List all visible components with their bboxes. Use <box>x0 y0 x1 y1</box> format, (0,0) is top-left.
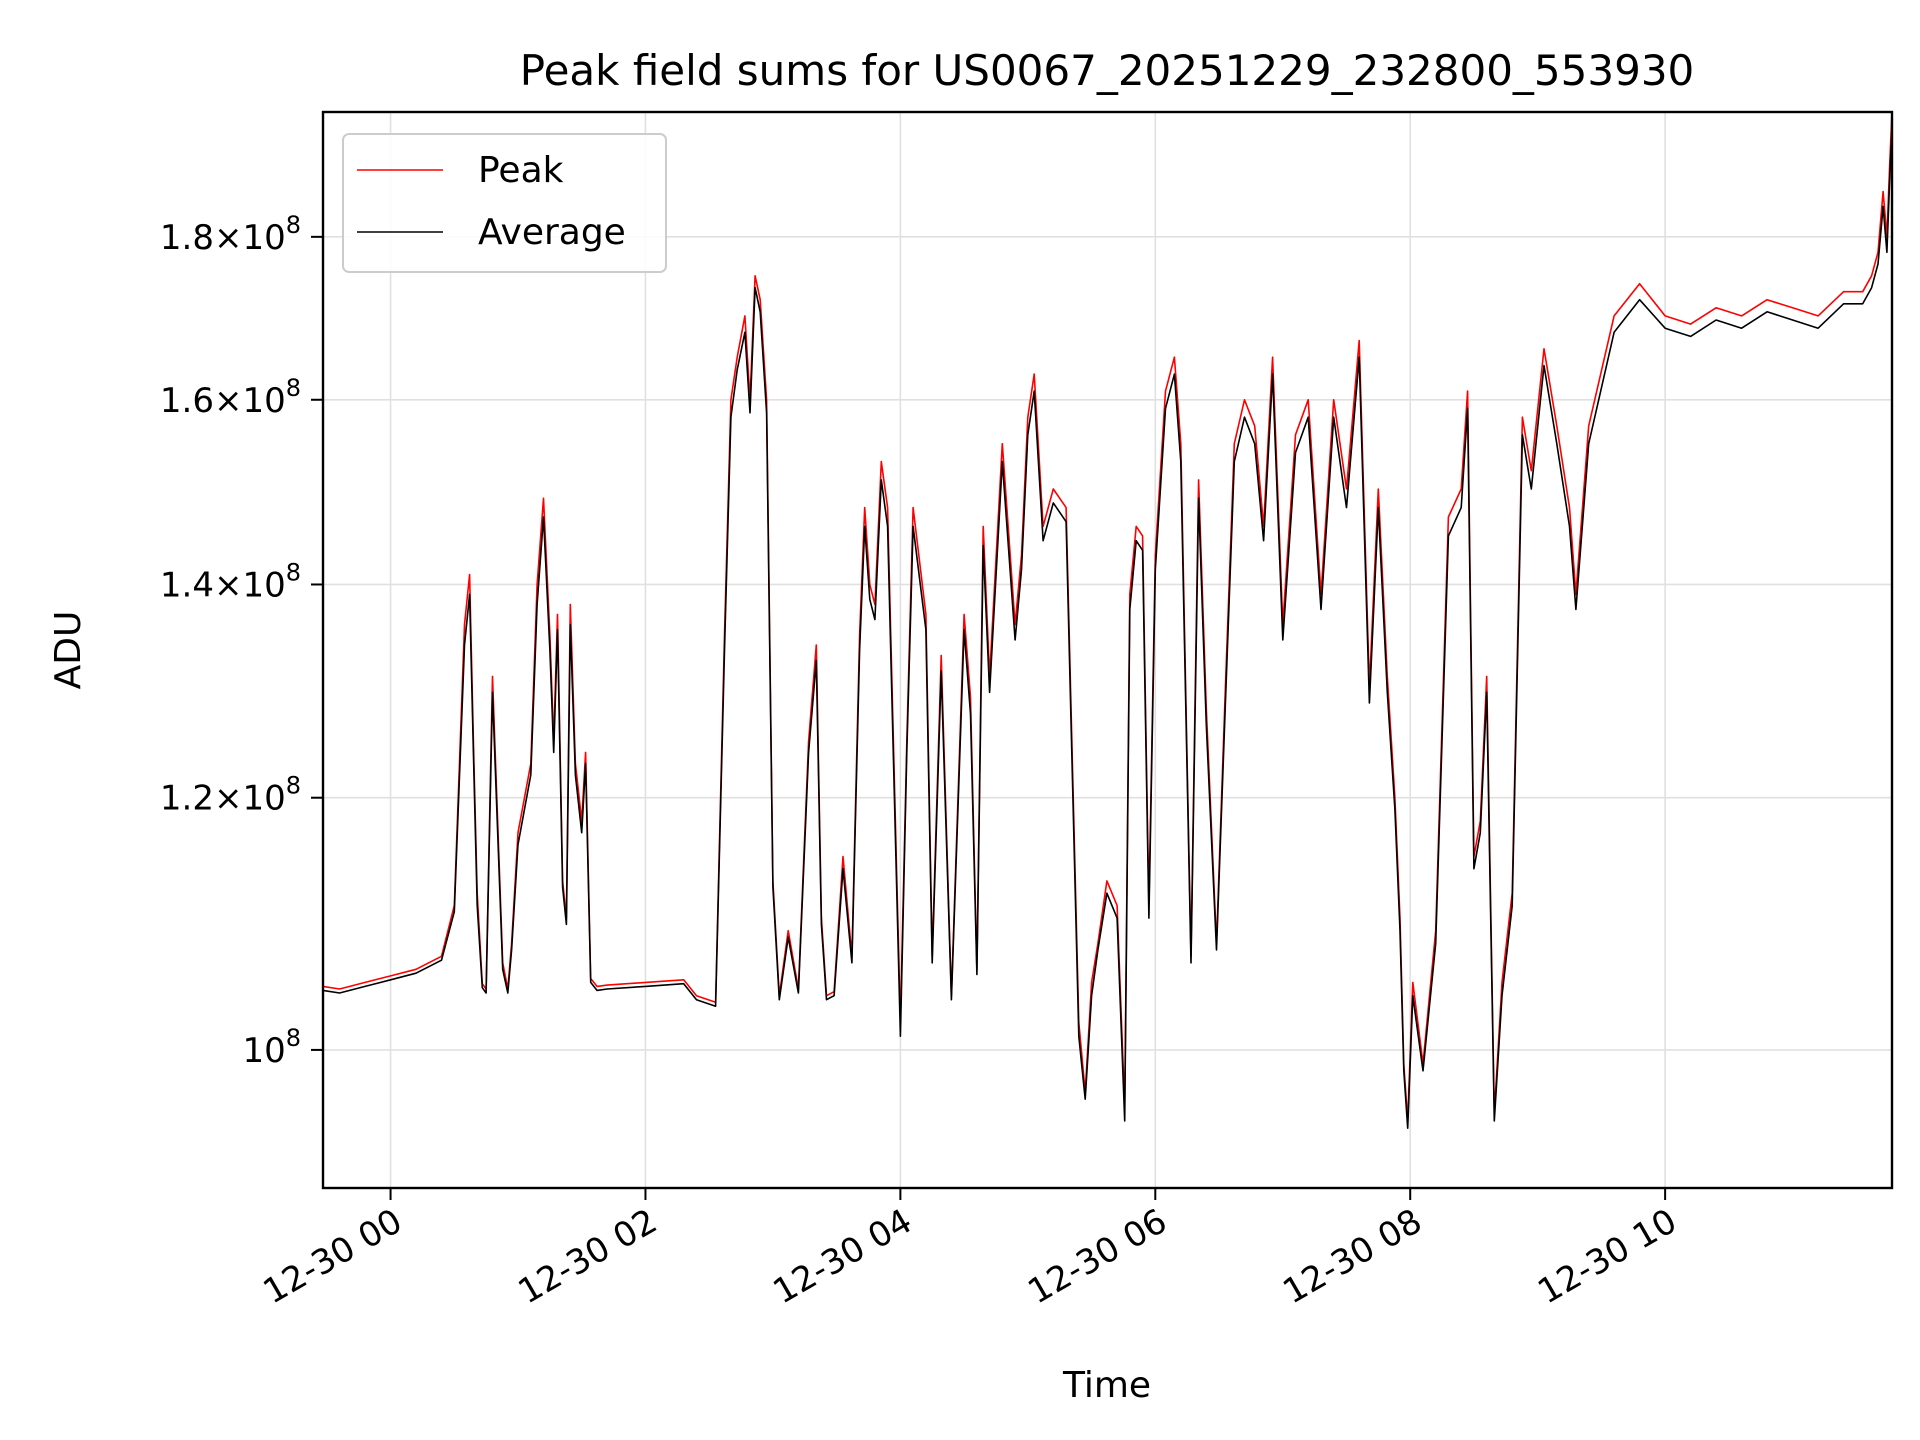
legend-average-label: Average <box>478 212 626 253</box>
legend: Peak Average <box>342 133 667 273</box>
plot-area-frame <box>321 110 1894 1190</box>
grid <box>323 112 1892 1188</box>
y-tick-label: 1.2×108 <box>160 772 301 819</box>
y-tick-label: 1.4×108 <box>160 558 301 605</box>
plot-series <box>322 111 1893 1129</box>
y-tick-label: 1.6×108 <box>160 374 301 421</box>
y-axis-label: ADU <box>48 611 89 690</box>
series-line-average <box>322 126 1893 1129</box>
y-tick-label: 1.8×108 <box>160 211 301 258</box>
legend-box <box>342 133 667 273</box>
legend-peak-label: Peak <box>478 150 564 191</box>
chart-title: Peak field sums for US0067_20251229_2328… <box>520 46 1695 95</box>
x-axis-label: Time <box>1062 1365 1151 1406</box>
